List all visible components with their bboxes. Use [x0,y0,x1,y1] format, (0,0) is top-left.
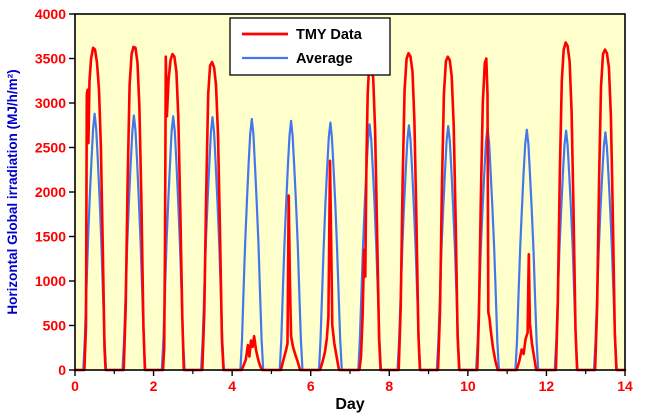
y-tick-label: 3000 [35,95,66,111]
y-tick-label: 0 [58,362,66,378]
legend-label-tmy-data: TMY Data [296,27,363,43]
y-tick-label: 2000 [35,184,66,200]
legend-box [229,17,391,76]
x-tick-label: 6 [307,378,315,394]
y-tick-label: 1000 [35,273,66,289]
x-tick-label: 14 [617,378,633,394]
y-tick-label: 2500 [35,140,66,156]
y-axis-title: Horizontal Global irradiation (MJ/h/m²) [5,69,20,314]
x-tick-label: 0 [71,378,79,394]
x-tick-label: 12 [539,378,555,394]
x-tick-label: 10 [460,378,476,394]
y-tick-label: 500 [43,318,67,334]
legend: TMY Data Average [229,17,391,76]
x-tick-label: 4 [228,378,236,394]
y-tick-label: 4000 [35,6,66,22]
x-axis-title: Day [335,396,364,413]
legend-label-average: Average [296,51,353,67]
y-tick-label: 3500 [35,51,66,67]
x-tick-label: 8 [385,378,393,394]
x-tick-label: 2 [150,378,158,394]
y-tick-label: 1500 [35,229,66,245]
